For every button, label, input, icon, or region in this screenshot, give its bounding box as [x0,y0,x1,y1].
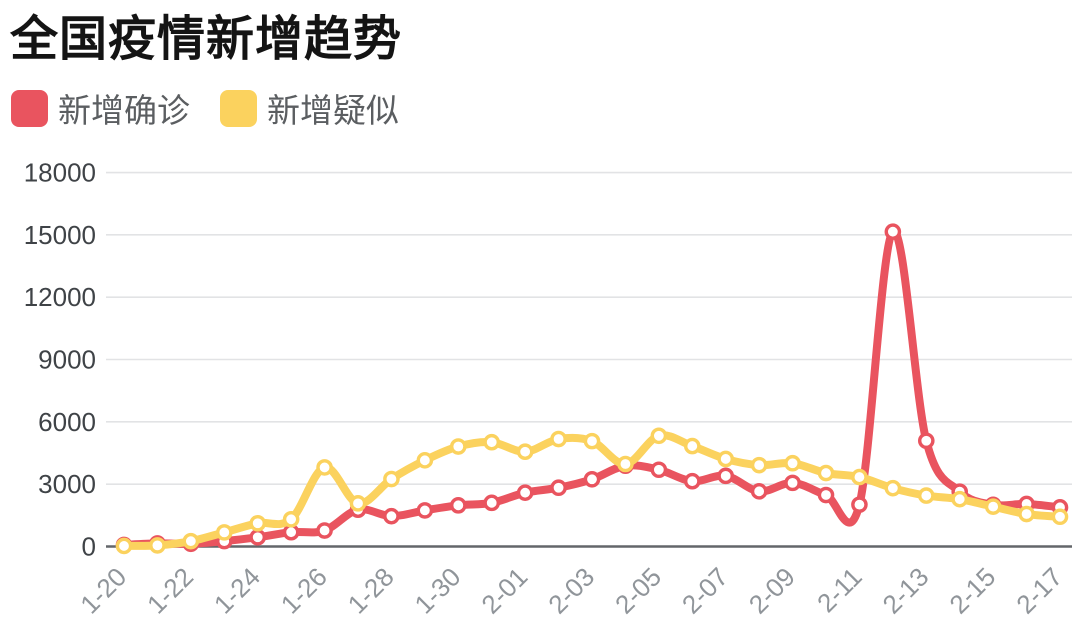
y-axis-label: 18000 [24,158,96,188]
data-point-marker-suspected[interactable] [951,490,969,508]
data-point-marker-suspected[interactable] [750,456,768,474]
data-point-marker-confirmed[interactable] [851,496,868,513]
y-axis-label: 9000 [38,345,96,375]
data-point-marker-suspected[interactable] [316,459,333,476]
x-axis-label: 2-07 [676,562,734,620]
data-point-marker-confirmed[interactable] [383,507,400,525]
y-axis-label: 6000 [38,407,96,437]
x-axis-label: 1-26 [275,562,333,620]
data-point-marker-confirmed[interactable] [650,461,668,479]
data-point-marker-confirmed[interactable] [683,472,701,490]
data-point-marker-confirmed[interactable] [249,528,267,546]
data-point-marker-suspected[interactable] [550,430,567,448]
x-axis-label: 2-05 [609,562,667,620]
x-axis-label: 1-22 [141,562,199,620]
data-point-marker-confirmed[interactable] [316,522,333,539]
x-axis-label: 2-09 [743,562,801,620]
data-point-marker-suspected[interactable] [717,450,735,468]
data-point-marker-suspected[interactable] [617,455,634,473]
data-point-marker-confirmed[interactable] [550,479,567,497]
x-axis-label: 1-28 [342,562,400,620]
y-axis-label: 15000 [24,220,96,250]
y-axis-label: 12000 [24,282,96,312]
legend-label-confirmed: 新增确诊 [58,92,190,129]
data-point-marker-confirmed[interactable] [817,486,835,504]
data-point-marker-suspected[interactable] [449,438,467,455]
data-point-marker-confirmed[interactable] [516,484,534,501]
data-point-marker-suspected[interactable] [349,495,367,512]
data-point-marker-suspected[interactable] [884,479,902,497]
data-point-marker-suspected[interactable] [249,514,267,532]
data-point-marker-suspected[interactable] [851,468,868,486]
y-axis-label: 3000 [38,469,96,499]
data-point-marker-suspected[interactable] [1051,508,1069,526]
data-point-marker-suspected[interactable] [784,454,801,472]
data-point-marker-suspected[interactable] [583,432,601,450]
data-point-marker-suspected[interactable] [115,537,133,555]
x-axis-label: 1-20 [74,562,132,620]
data-point-marker-suspected[interactable] [149,537,166,554]
data-point-marker-suspected[interactable] [483,433,501,451]
legend-item-suspected[interactable]: 新增疑似 [220,84,399,132]
data-point-marker-confirmed[interactable] [483,494,501,512]
data-point-marker-suspected[interactable] [817,464,835,482]
chart-title: 全国疫情新增趋势 [10,13,403,66]
data-point-marker-confirmed[interactable] [917,432,935,450]
legend: 新增确诊 新增疑似 [11,88,429,129]
x-axis-label: 2-17 [1010,562,1068,620]
x-axis-label: 1-30 [409,562,467,620]
x-axis-label: 1-24 [208,562,266,620]
data-point-marker-suspected[interactable] [182,532,200,550]
data-point-marker-confirmed[interactable] [449,497,467,514]
data-point-marker-suspected[interactable] [215,524,233,541]
data-point-marker-confirmed[interactable] [717,467,735,485]
data-point-marker-confirmed[interactable] [583,470,601,488]
data-point-marker-suspected[interactable] [1018,505,1035,523]
data-point-marker-confirmed[interactable] [750,483,768,500]
data-point-marker-suspected[interactable] [516,443,534,461]
legend-item-confirmed[interactable]: 新增确诊 [11,84,190,132]
x-axis-label: 2-15 [943,562,1001,620]
data-point-marker-suspected[interactable] [683,437,701,455]
data-point-marker-suspected[interactable] [650,427,668,445]
trend-chart-svg[interactable]: 0 3000 6000 9000 12000 15000 18000 1-20 1-22 1-24… [0,150,1080,632]
x-axis-label: 2-01 [475,562,533,620]
legend-label-suspected: 新增疑似 [267,92,399,129]
y-axis-label: 0 [82,532,96,562]
data-point-marker-confirmed[interactable] [784,474,801,492]
data-point-marker-suspected[interactable] [282,511,300,528]
data-point-marker-suspected[interactable] [383,470,400,488]
data-point-marker-confirmed[interactable] [416,502,434,519]
x-axis-label: 2-13 [877,562,935,620]
data-point-marker-suspected[interactable] [416,452,434,469]
x-axis-label: 2-03 [542,562,600,620]
data-point-marker-suspected[interactable] [984,498,1002,515]
series-line-suspected [120,431,1064,550]
data-point-marker-confirmed[interactable] [884,223,902,240]
data-point-marker-suspected[interactable] [917,487,935,504]
confirmed-swatch-icon [11,89,48,127]
x-axis-label: 2-11 [811,562,868,619]
suspected-swatch-icon [220,89,257,127]
